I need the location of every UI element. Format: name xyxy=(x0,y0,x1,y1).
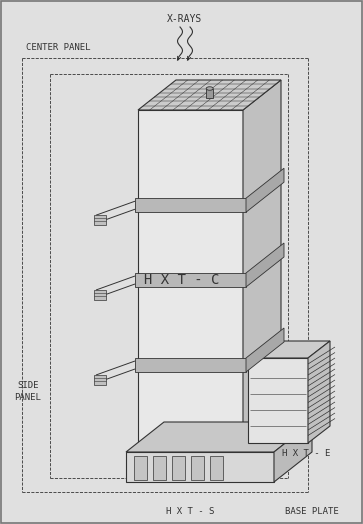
Text: CENTER PANEL: CENTER PANEL xyxy=(26,43,90,52)
Text: SIDE: SIDE xyxy=(17,380,39,389)
Polygon shape xyxy=(135,198,246,212)
Polygon shape xyxy=(153,456,166,480)
Polygon shape xyxy=(172,456,185,480)
Bar xyxy=(206,89,213,97)
Polygon shape xyxy=(138,110,243,450)
Text: H X T - E: H X T - E xyxy=(282,449,330,457)
Polygon shape xyxy=(246,168,284,212)
Polygon shape xyxy=(308,341,330,443)
Ellipse shape xyxy=(206,87,213,90)
Text: BASE PLATE: BASE PLATE xyxy=(285,508,339,517)
Text: X-RAYS: X-RAYS xyxy=(167,14,203,24)
Polygon shape xyxy=(126,452,274,482)
Polygon shape xyxy=(126,422,312,452)
Text: H X T - S: H X T - S xyxy=(166,508,214,517)
Polygon shape xyxy=(135,358,246,372)
Polygon shape xyxy=(138,80,281,110)
Polygon shape xyxy=(135,273,246,287)
Polygon shape xyxy=(191,456,204,480)
Polygon shape xyxy=(94,290,106,300)
Polygon shape xyxy=(94,215,106,225)
Polygon shape xyxy=(246,328,284,372)
Polygon shape xyxy=(210,456,223,480)
Polygon shape xyxy=(248,341,330,358)
Polygon shape xyxy=(246,243,284,287)
Text: H X T - C: H X T - C xyxy=(144,273,220,287)
Polygon shape xyxy=(274,422,312,482)
Text: PANEL: PANEL xyxy=(15,392,41,401)
Polygon shape xyxy=(248,358,308,443)
Polygon shape xyxy=(94,375,106,385)
Polygon shape xyxy=(134,456,147,480)
Polygon shape xyxy=(243,80,281,450)
